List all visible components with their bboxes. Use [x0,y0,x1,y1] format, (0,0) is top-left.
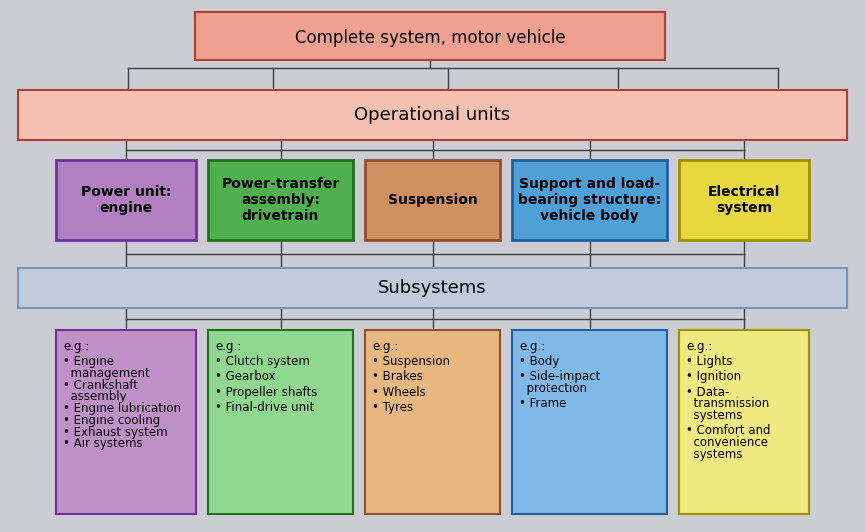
Bar [195,12,665,18]
Text: Electrical
system: Electrical system [708,185,780,215]
Bar [208,160,353,240]
Bar [56,160,196,240]
Text: Operational units: Operational units [355,106,510,124]
Bar [679,330,809,514]
Text: • Comfort and: • Comfort and [686,425,771,437]
Text: • Frame: • Frame [519,397,567,411]
Text: transmission: transmission [686,397,769,411]
Text: e.g.:: e.g.: [372,340,398,353]
Bar [195,12,665,60]
Text: • Suspension: • Suspension [372,355,450,368]
Text: Power unit:
engine: Power unit: engine [80,185,171,215]
Text: • Lights: • Lights [686,355,733,368]
Text: • Crankshaft: • Crankshaft [63,379,138,392]
Bar [18,90,847,140]
Text: systems: systems [686,409,742,422]
Text: • Body: • Body [519,355,560,368]
Text: convenience: convenience [686,436,768,449]
Text: e.g.:: e.g.: [215,340,241,353]
Text: Complete system, motor vehicle: Complete system, motor vehicle [295,29,566,47]
Text: management: management [63,367,150,380]
Text: • Air systems: • Air systems [63,437,143,451]
Text: Power-transfer
assembly:
drivetrain: Power-transfer assembly: drivetrain [221,177,340,223]
Text: • Exhaust system: • Exhaust system [63,426,168,438]
Text: • Clutch system: • Clutch system [215,355,310,368]
Bar [208,330,353,514]
Bar [365,160,500,240]
Bar [56,330,196,514]
Text: • Wheels: • Wheels [372,386,426,399]
Text: e.g.:: e.g.: [686,340,712,353]
Text: e.g.:: e.g.: [519,340,545,353]
Bar [679,160,809,240]
Text: protection: protection [519,382,587,395]
Text: e.g.:: e.g.: [63,340,89,353]
Text: • Engine cooling: • Engine cooling [63,414,160,427]
Text: • Engine: • Engine [63,355,114,368]
Text: • Final-drive unit: • Final-drive unit [215,401,314,414]
Text: • Engine lubrication: • Engine lubrication [63,402,181,415]
Text: • Side-impact: • Side-impact [519,370,600,384]
Text: Subsystems: Subsystems [378,279,487,297]
Text: assembly: assembly [63,390,126,403]
Bar [512,160,667,240]
Text: Support and load-
bearing structure:
vehicle body: Support and load- bearing structure: veh… [518,177,661,223]
Text: • Propeller shafts: • Propeller shafts [215,386,317,399]
Text: • Ignition: • Ignition [686,370,741,384]
Text: systems: systems [686,448,742,461]
Bar [18,268,847,308]
Text: • Brakes: • Brakes [372,370,423,384]
Bar [512,330,667,514]
Text: • Data-: • Data- [686,386,729,399]
Text: • Tyres: • Tyres [372,401,413,414]
Text: Suspension: Suspension [388,193,477,207]
Text: • Gearbox: • Gearbox [215,370,275,384]
Bar [365,330,500,514]
